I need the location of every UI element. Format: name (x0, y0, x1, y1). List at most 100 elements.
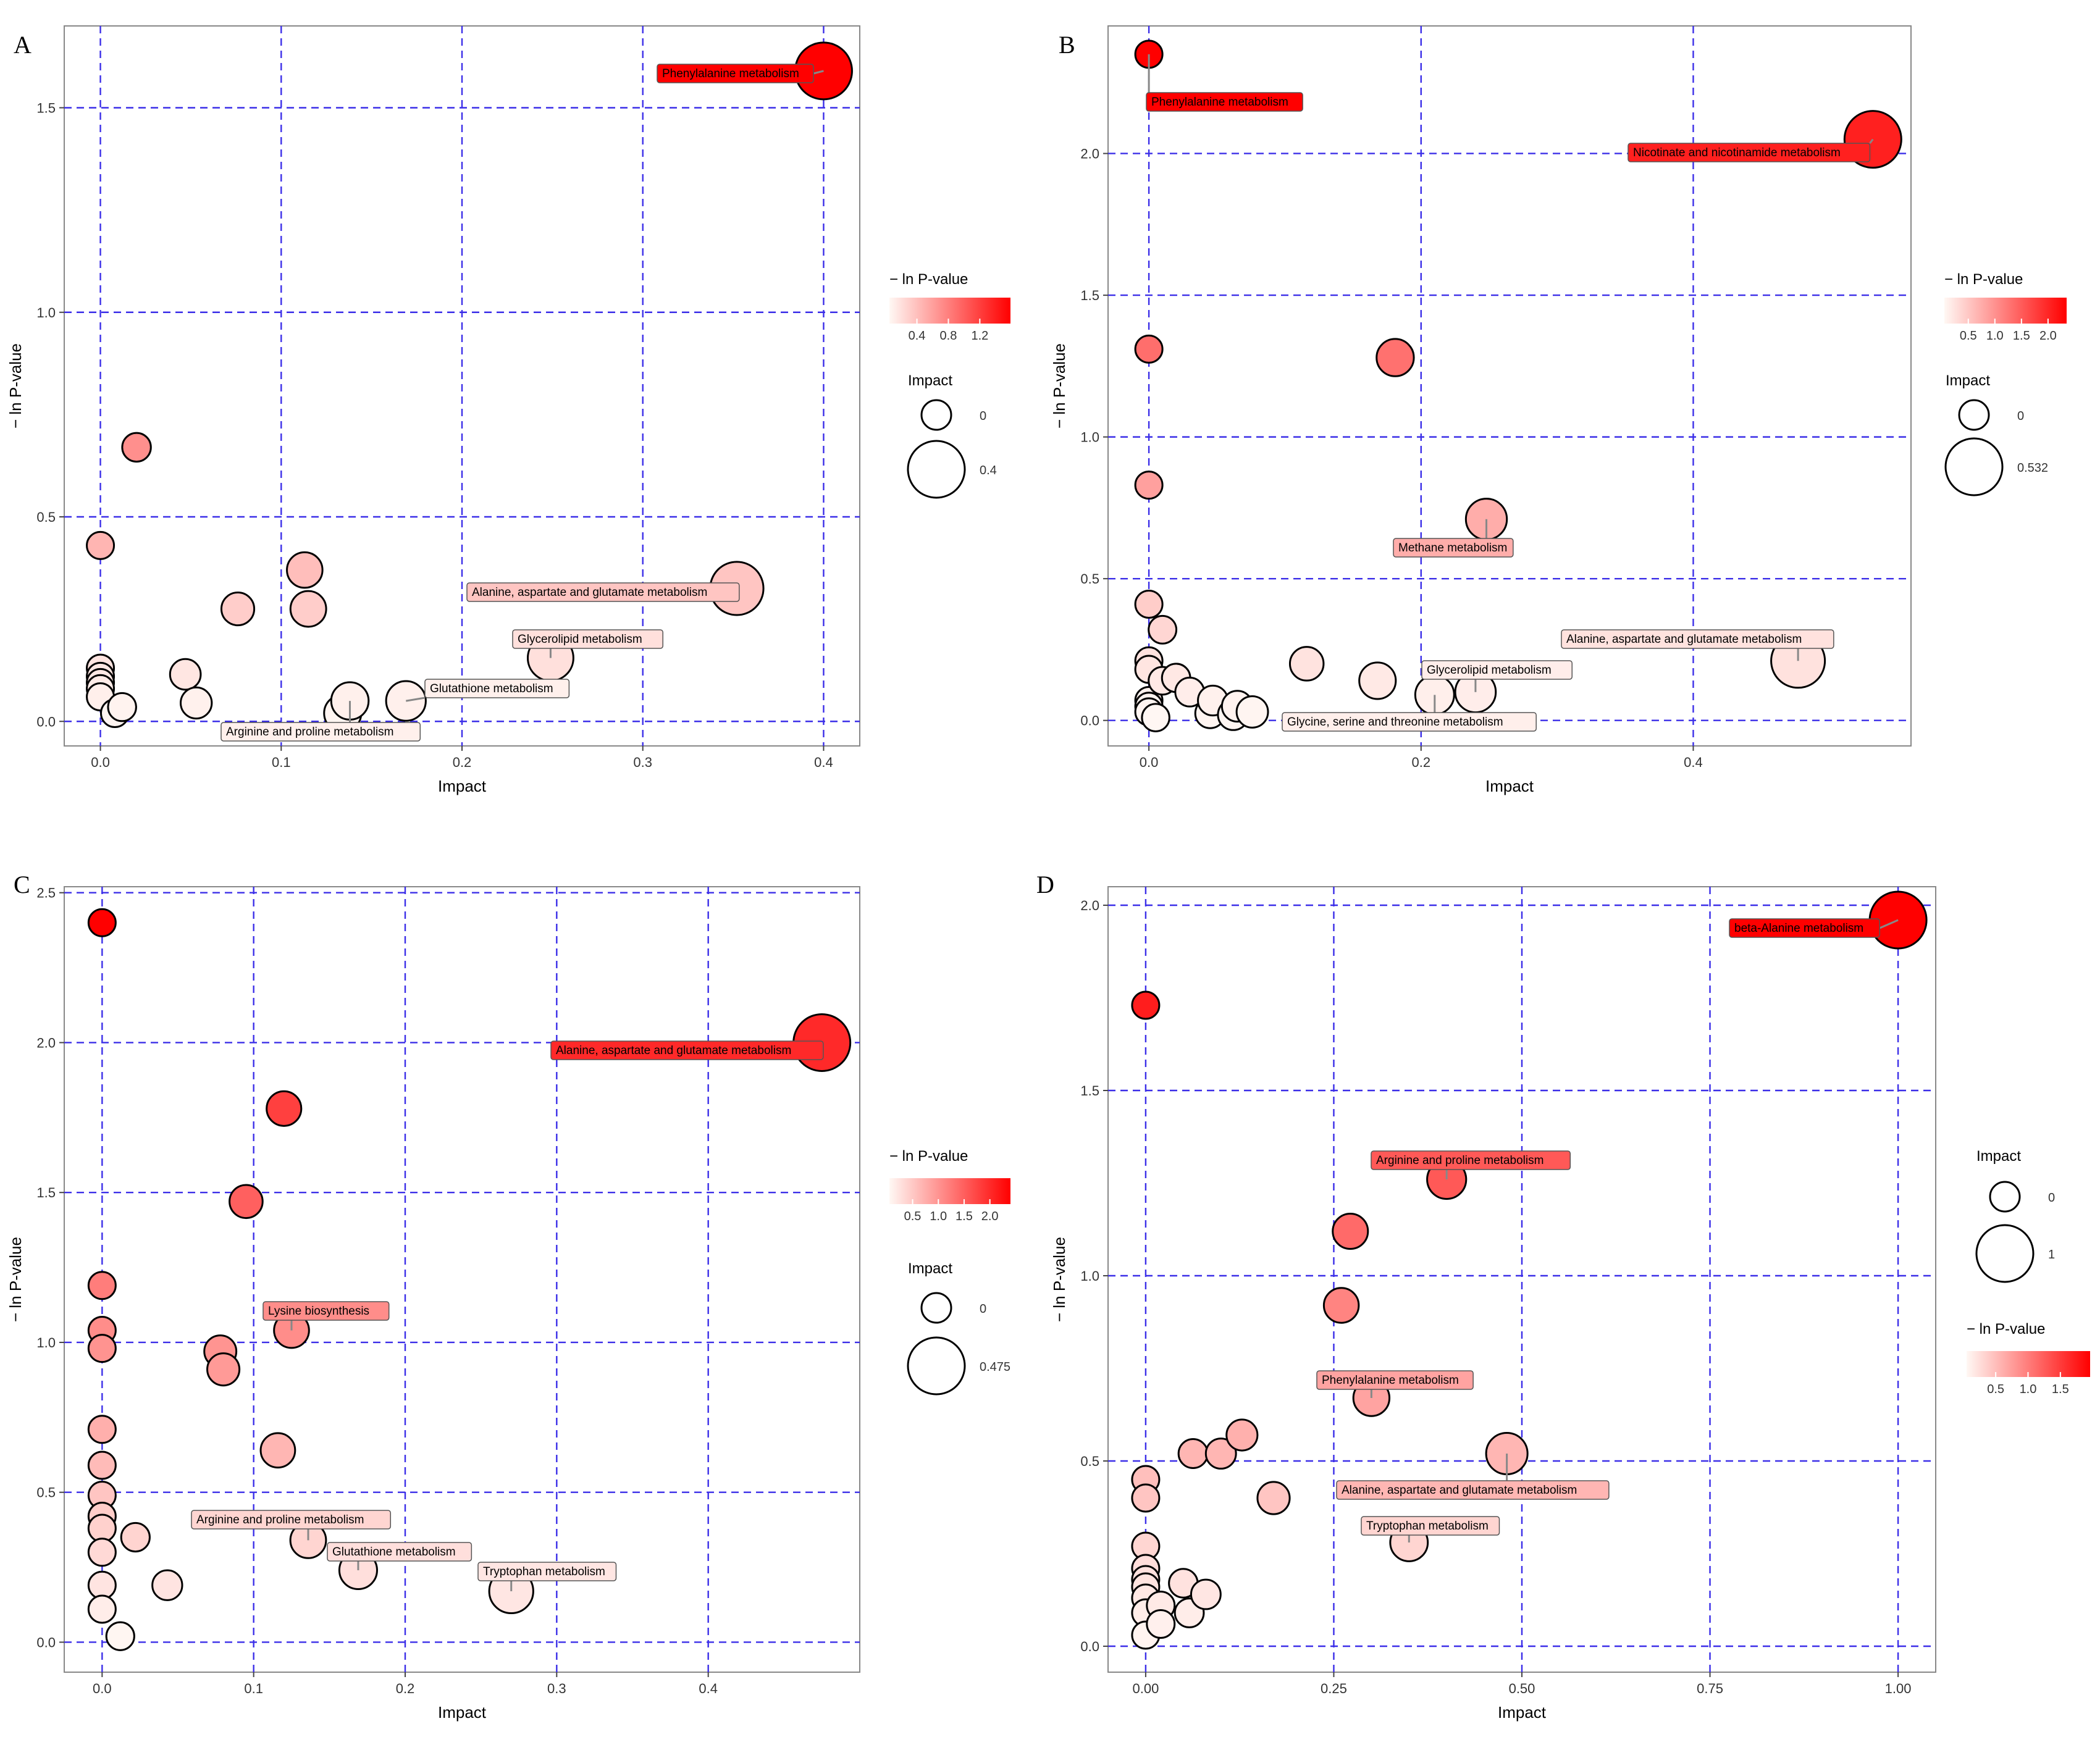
size-legend-title: Impact (1946, 372, 1990, 389)
data-point (1322, 1287, 1360, 1324)
x-tick-label: 0.50 (1509, 1681, 1535, 1696)
color-legend-label: 1.0 (2020, 1383, 2037, 1396)
point-label: beta-Alanine metabolism (1734, 922, 1863, 935)
point-label: Alanine, aspartate and glutamate metabol… (1566, 633, 1802, 646)
size-legend-circle (1958, 399, 1990, 431)
size-legend-label: 0 (2017, 409, 2024, 423)
data-point (1148, 614, 1178, 645)
point-label: Glycerolipid metabolism (1427, 664, 1552, 677)
data-point (86, 530, 116, 560)
point-label: Phenylalanine metabolism (662, 67, 799, 80)
y-tick-label: 2.0 (1080, 146, 1099, 162)
data-point (259, 1432, 296, 1469)
point-label: Phenylalanine metabolism (1322, 1374, 1459, 1387)
color-legend-title: − ln P-value (1944, 271, 2023, 288)
point-label-box (262, 1301, 390, 1321)
plot-frame (64, 886, 860, 1673)
size-legend-label: 0.4 (980, 464, 997, 477)
x-axis-title: Impact (438, 1703, 487, 1722)
size-legend-title: Impact (908, 1260, 952, 1277)
data-point (1134, 589, 1164, 619)
data-point (87, 1271, 117, 1300)
data-point (220, 592, 256, 627)
y-tick-label: 1.5 (1080, 1083, 1099, 1099)
size-legend-circle (1944, 437, 2004, 496)
point-label-box (1316, 1370, 1474, 1390)
data-point (1204, 1438, 1237, 1470)
color-legend-label: 0.5 (904, 1210, 922, 1223)
x-tick-label: 0.3 (633, 755, 652, 770)
data-point (286, 551, 324, 589)
point-label: Phenylalanine metabolism (1151, 96, 1288, 109)
y-tick-label: 1.5 (36, 101, 56, 116)
size-legend-label: 0 (980, 409, 986, 423)
data-point (229, 1184, 264, 1220)
panel-a: A 0.0 0.1 0.2 0.3 0.4 0.0 0.5 1.0 1.5 Impact − ln P… (6, 25, 1010, 795)
y-tick-label: 1.0 (1080, 1268, 1099, 1284)
y-tick-label: 2.0 (36, 1035, 56, 1050)
size-legend-title: Impact (908, 372, 952, 389)
data-point (1235, 695, 1269, 729)
size-legend-circle (920, 1292, 952, 1324)
data-point (87, 1594, 117, 1624)
y-tick-label: 0.0 (36, 1634, 56, 1650)
panel-letter: B (1059, 31, 1075, 59)
color-legend-label: 0.5 (1987, 1383, 2004, 1396)
color-legend-bar (889, 1178, 1010, 1204)
color-legend-bar (889, 298, 1010, 324)
data-point (105, 1621, 135, 1651)
size-legend-title: Impact (1976, 1148, 2021, 1165)
color-legend-label: 0.8 (940, 329, 957, 343)
point-label-box (1282, 712, 1537, 732)
data-point (1256, 1481, 1291, 1515)
data-point (1225, 1418, 1259, 1452)
label-leader (1869, 138, 1874, 144)
point-label: Tryptophan metabolism (483, 1565, 605, 1578)
y-axis-title: − ln P-value (6, 343, 25, 429)
color-legend-label: 0.5 (1960, 329, 1977, 343)
point-label-box (1371, 1150, 1571, 1170)
data-point (1141, 703, 1170, 732)
point-label: Nicotinate and nicotinamide metabolism (1633, 146, 1841, 159)
point-label-box (220, 722, 421, 742)
data-point (1177, 1438, 1209, 1470)
color-legend-label: 2.0 (2039, 329, 2057, 343)
color-legend-label: 1.0 (1986, 329, 2004, 343)
panel-c: C 0.0 0.1 0.2 0.3 0.4 0.0 0.5 1.0 1.5 2.0 2.5 Impact… (6, 871, 1010, 1722)
data-point (266, 1090, 303, 1127)
x-tick-label: 0.4 (814, 755, 833, 770)
size-legend-circle (907, 440, 966, 499)
data-point (87, 1450, 117, 1480)
y-tick-label: 1.0 (36, 1335, 56, 1350)
y-tick-label: 0.0 (1080, 713, 1099, 729)
point-label-box (1628, 143, 1871, 162)
label-leader (1879, 919, 1899, 929)
x-tick-label: 0.1 (244, 1681, 263, 1696)
point-label: Glutathione metabolism (430, 682, 553, 695)
color-legend-title: − ln P-value (889, 1148, 968, 1165)
y-tick-label: 0.0 (1080, 1639, 1099, 1654)
panel-letter: D (1036, 871, 1054, 898)
y-tick-label: 2.5 (36, 885, 56, 901)
x-tick-label: 0.2 (453, 755, 472, 770)
x-tick-label: 0.2 (1411, 755, 1430, 770)
data-point (107, 692, 137, 722)
data-point (87, 1334, 117, 1363)
y-tick-label: 1.5 (36, 1185, 56, 1200)
color-legend-label: 1.5 (2013, 329, 2030, 343)
x-tick-label: 0.0 (91, 755, 110, 770)
data-point (87, 908, 117, 937)
data-point (1131, 1483, 1161, 1513)
point-label-box (657, 64, 814, 83)
point-label: Tryptophan metabolism (1366, 1520, 1489, 1533)
point-label-box (512, 629, 663, 649)
y-tick-label: 0.5 (1080, 571, 1099, 587)
size-legend-label: 0 (980, 1302, 986, 1316)
point-label: Methane metabolism (1398, 542, 1507, 555)
label-leader (406, 697, 426, 702)
y-tick-label: 0.5 (1080, 1454, 1099, 1469)
y-tick-label: 0.5 (36, 509, 56, 525)
x-tick-label: 0.4 (699, 1681, 718, 1696)
color-legend-label: 2.0 (981, 1210, 999, 1223)
point-label-box (1561, 629, 1834, 649)
